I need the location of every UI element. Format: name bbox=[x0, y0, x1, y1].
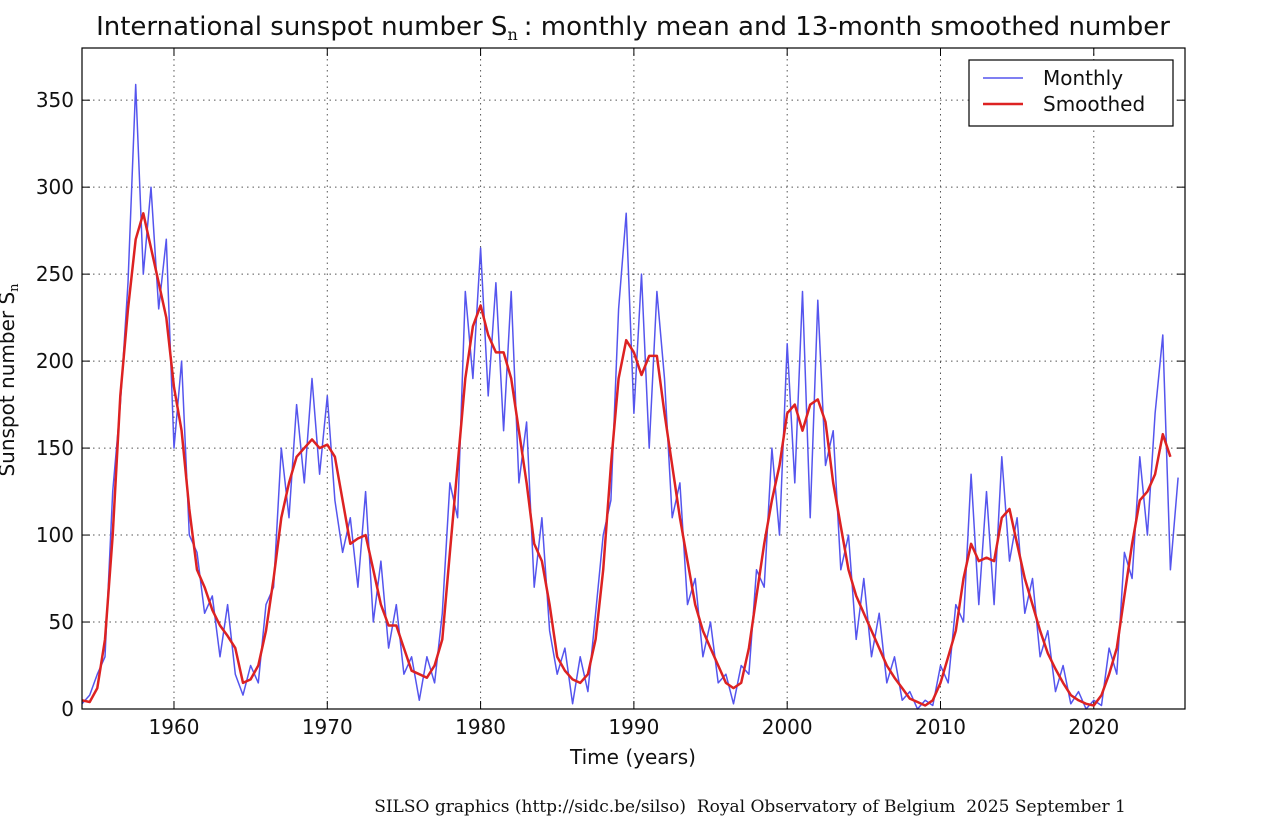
title-text: International sunspot number S bbox=[96, 12, 507, 42]
x-tick-label: 1990 bbox=[608, 715, 659, 739]
y-label-subscript: n bbox=[7, 283, 22, 292]
series-line bbox=[81, 83, 1179, 710]
series-line bbox=[81, 212, 1172, 707]
x-tick-label: 1970 bbox=[302, 715, 353, 739]
x-tick-label: 1960 bbox=[149, 715, 200, 739]
y-tick-label: 300 bbox=[36, 175, 74, 199]
y-axis-label: Sunspot number Sn bbox=[0, 283, 22, 477]
x-axis-label: Time (years) bbox=[569, 745, 696, 769]
y-tick-label: 350 bbox=[36, 88, 74, 112]
legend-label: Monthly bbox=[1043, 66, 1123, 90]
y-label-text: Sunspot number S bbox=[0, 292, 19, 477]
y-tick-label: 100 bbox=[36, 523, 74, 547]
footer: SILSO graphics (http://sidc.be/silso) Ro… bbox=[374, 797, 1126, 817]
y-tick-label: 0 bbox=[61, 697, 74, 721]
legend-box bbox=[968, 59, 1174, 127]
y-tick-label: 50 bbox=[49, 610, 74, 634]
chart-title: International sunspot number Sn : monthly… bbox=[96, 12, 1170, 44]
plot-frame bbox=[81, 47, 1186, 710]
y-tick-label: 200 bbox=[36, 349, 74, 373]
legend-label: Smoothed bbox=[1043, 92, 1145, 116]
y-tick-label: 150 bbox=[36, 436, 74, 460]
x-tick-label: 2010 bbox=[915, 715, 966, 739]
y-tick-label: 250 bbox=[36, 262, 74, 286]
title-subscript: n bbox=[507, 25, 517, 44]
title-suffix: : monthly mean and 13-month smoothed num… bbox=[524, 12, 1170, 42]
x-tick-label: 1980 bbox=[455, 715, 506, 739]
x-tick-label: 2000 bbox=[762, 715, 813, 739]
x-tick-label: 2020 bbox=[1068, 715, 1119, 739]
